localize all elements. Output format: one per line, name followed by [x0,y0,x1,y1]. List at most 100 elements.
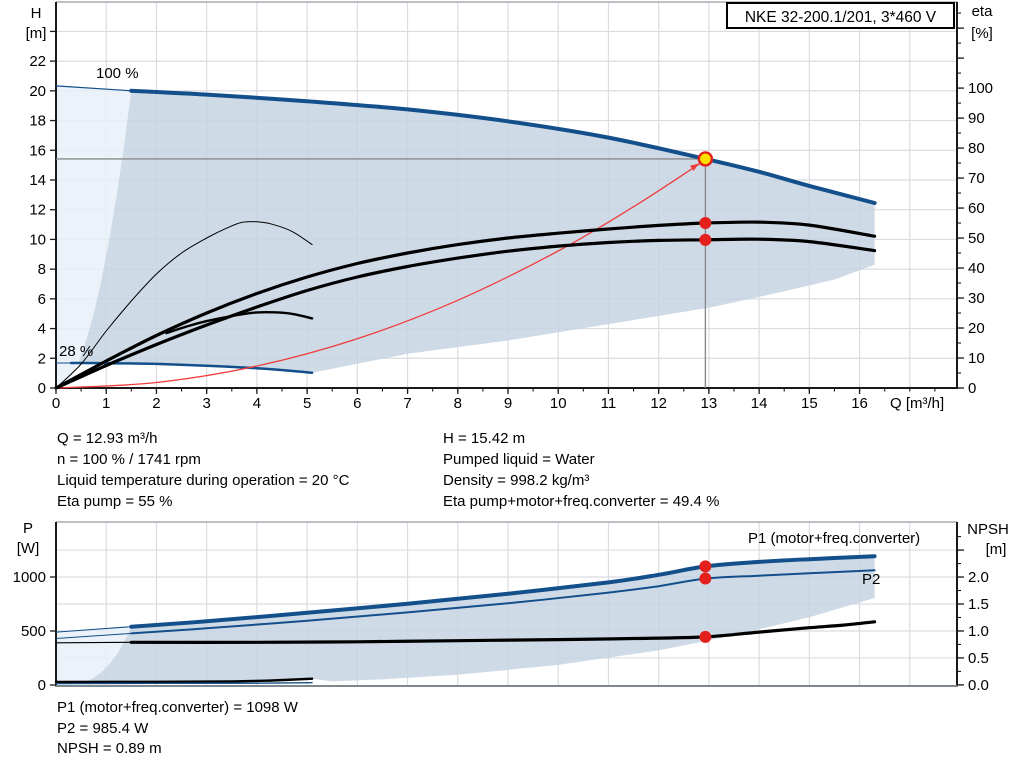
y-right-tick-label: 0.5 [968,650,989,667]
x-tick-label: 0 [52,395,60,412]
annotation-eta-total: Eta pump+motor+freq.converter = 49.4 % [443,493,720,510]
annotation-liquid: Pumped liquid = Water [443,451,595,468]
power-envelope-area [86,556,875,682]
x-title: Q [m³/h] [890,395,944,412]
annotation-flow: Q = 12.93 m³/h [57,430,158,447]
y-left-tick-label: 4 [38,321,46,338]
y-left-tick-label: 18 [29,113,46,130]
x-tick-label: 1 [102,395,110,412]
max-speed-label: 100 % [96,65,139,82]
p1-min-speed-curve [54,677,314,684]
y-left-tick-label: 0 [38,677,46,694]
x-tick-label: 11 [601,395,617,412]
y-right-title-1: NPSH [967,521,1009,538]
eta-total-reduced-speed-curve [165,310,314,335]
p2-curve-lead-in [55,632,132,639]
y-left-tick-label: 16 [29,142,46,159]
x-tick-label: 10 [550,395,567,412]
x-tick-label: 6 [353,395,361,412]
y-right-tick-label: 1.5 [968,596,989,613]
eta-total-point-marker [699,233,712,246]
y-right-tick-label: 20 [968,320,985,337]
x-tick-label: 5 [303,395,311,412]
annotation-p1: P1 (motor+freq.converter) = 1098 W [57,699,298,716]
p1-curve-label: P1 (motor+freq.converter) [748,530,920,547]
duty-annotation-right: H = 15.42 m Pumped liquid = Water Densit… [443,428,719,512]
y-right-tick-label: 60 [968,200,985,217]
allowed-operating-area-area [56,85,132,389]
max-speed-curve-lead-in [55,85,132,92]
eta-pump-reduced-speed-curve [55,221,313,389]
y-left-tick-label: 20 [29,83,46,100]
y-right-title-1: eta [972,3,994,20]
y-right-title-2: [m] [986,541,1007,558]
y-right-tick-label: 90 [968,110,985,127]
p2-curve-label: P2 [862,571,880,588]
y-left-tick-label: 2 [38,350,46,367]
x-tick-label: 8 [454,395,462,412]
p1-curve-lead-in [55,626,132,633]
y-left-tick-label: 0 [38,380,46,397]
annotation-eta-pump: Eta pump = 55 % [57,493,173,510]
y-left-tick-label: 14 [29,172,46,189]
x-tick-label: 16 [851,395,868,412]
p2-point-marker [699,572,712,585]
x-tick-label: 15 [801,395,818,412]
x-tick-label: 12 [650,395,667,412]
y-right-tick-label: 100 [968,80,993,97]
p2-curve [130,569,876,635]
eta-total-curve [54,237,877,390]
power-annotation-block: P1 (motor+freq.converter) = 1098 W P2 = … [57,698,298,760]
npsh-point-marker [699,630,712,643]
x-tick-label: 3 [202,395,210,412]
x-tick-label: 2 [152,395,160,412]
y-left-tick-label: 500 [21,623,46,640]
y-right-tick-label: 2.0 [968,569,989,586]
speed-control-envelope-area [78,90,875,373]
x-tick-label: 7 [403,395,411,412]
power-pale-area-area [56,626,132,685]
y-right-tick-label: 0 [968,380,976,397]
y-left-tick-label: 1000 [13,569,46,586]
y-right-tick-label: 30 [968,290,985,307]
npsh-curve [129,620,877,644]
y-right-tick-label: 80 [968,140,985,157]
duty-annotation-left: Q = 12.93 m³/h n = 100 % / 1741 rpm Liqu… [57,428,349,512]
p1-point-marker [699,560,712,573]
x-tick-label: 13 [701,395,718,412]
annotation-head: H = 15.42 m [443,430,526,447]
annotation-speed: n = 100 % / 1741 rpm [57,451,201,468]
annotation-density: Density = 998.2 kg/m³ [443,472,590,489]
y-right-tick-label: 10 [968,350,985,367]
pump-title-text: NKE 32-200.1/201, 3*460 V [744,9,937,26]
min-speed-label: 28 % [59,343,93,360]
x-tick-label: 4 [253,395,261,412]
p2-min-speed-curve [55,682,313,685]
annotation-temperature: Liquid temperature during operation = 20… [57,472,350,489]
y-left-tick-label: 8 [38,261,46,278]
y-left-title-1: P [23,520,33,537]
y-right-tick-label: 50 [968,230,985,247]
y-right-tick-label: 1.0 [968,623,989,640]
min-speed-curve [69,361,314,375]
duty-point-marker [697,151,714,167]
x-tick-label: 9 [504,395,512,412]
y-right-tick-label: 70 [968,170,985,187]
annotation-p2: P2 = 985.4 W [57,719,149,737]
y-left-title-1: H [31,5,42,22]
system-curve [55,159,707,389]
x-tick-label: 14 [751,395,768,412]
eta-pump-curve [54,220,877,390]
eta-pump-point-marker [699,217,712,230]
y-left-tick-label: 10 [29,231,46,248]
y-left-tick-label: 22 [29,53,46,70]
y-left-tick-label: 12 [29,202,46,219]
y-left-tick-label: 6 [38,291,46,308]
max-speed-curve [129,88,877,205]
pump-title-box: NKE 32-200.1/201, 3*460 V [726,2,955,29]
duty-point-arrow-icon [690,163,699,171]
npsh-curve-lead-in [55,641,132,644]
annotation-npsh: NPSH = 0.89 m [57,740,162,758]
